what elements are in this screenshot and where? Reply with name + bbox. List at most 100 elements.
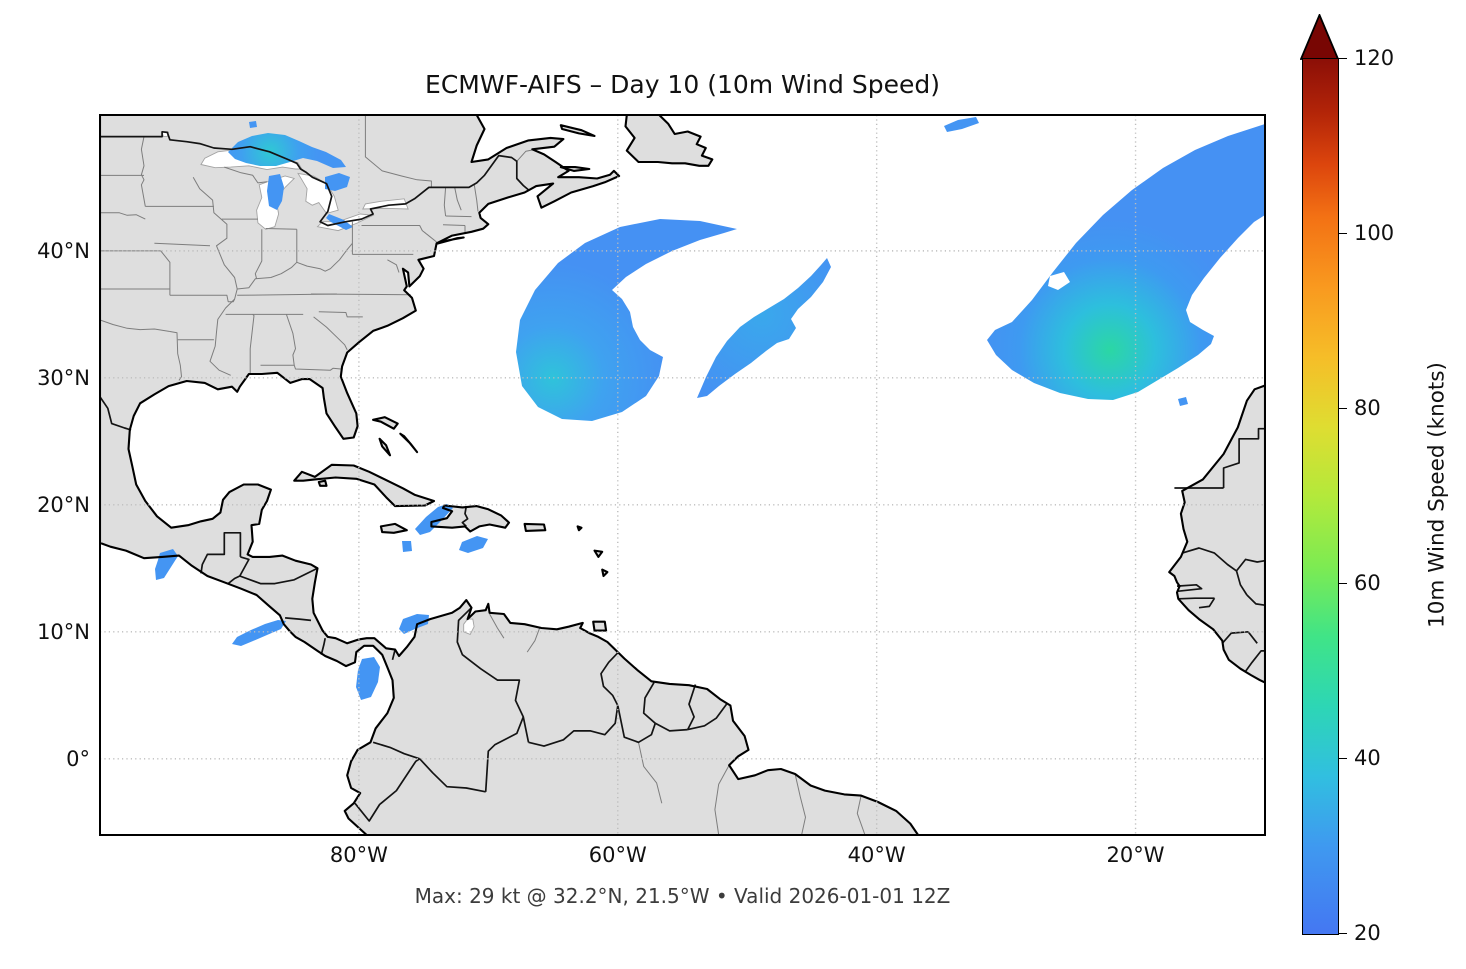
colorbar-tick-mark <box>1339 583 1347 584</box>
country-border <box>1178 597 1215 600</box>
state-border <box>313 316 348 351</box>
state-border <box>169 294 236 303</box>
state-border <box>489 613 505 639</box>
colorbar-arrow-triangle <box>1300 14 1339 60</box>
coastline <box>576 525 583 532</box>
country-border <box>687 703 728 731</box>
wind-speed-shading-papagayo <box>232 620 286 646</box>
state-border <box>254 229 263 279</box>
state-border <box>387 259 400 273</box>
state-border <box>169 331 182 381</box>
country-border <box>239 567 318 585</box>
wind-speed-shading-south-of-jamaica <box>402 541 412 552</box>
state-border <box>454 187 462 211</box>
coastline <box>592 620 608 632</box>
coastline <box>593 549 604 558</box>
country-border <box>484 716 525 792</box>
wind-speed-shading-windward-passage <box>415 504 453 535</box>
coastline <box>601 568 609 578</box>
wind-speed-shading-comma-northeast <box>987 124 1265 400</box>
state-border <box>154 242 211 247</box>
country-border <box>100 130 530 227</box>
country-border <box>600 652 619 706</box>
wind-speed-shading-superior-speck <box>249 121 257 128</box>
colorbar-tick-mark <box>1339 933 1347 934</box>
country-border <box>354 758 421 822</box>
colorbar-tick-mark <box>1339 758 1347 759</box>
coastline <box>379 522 408 534</box>
state-border <box>856 795 866 835</box>
state-border <box>442 224 466 226</box>
wind-speed-shading-band-central <box>697 258 831 398</box>
country-border <box>1222 427 1265 488</box>
state-border <box>260 364 341 371</box>
colorbar-tick-label: 60 <box>1354 571 1381 595</box>
colorbar-extend-arrow <box>1300 14 1339 60</box>
x-tick-label: 20°W <box>1106 843 1165 867</box>
x-tick-label: 40°W <box>847 843 906 867</box>
country-border <box>200 531 242 574</box>
state-border <box>526 626 541 653</box>
colorbar-tick-mark <box>1339 233 1347 234</box>
colorbar-tick-label: 120 <box>1354 46 1395 70</box>
y-tick-label: 40°N <box>37 238 90 263</box>
y-tick-label: 30°N <box>37 365 90 390</box>
state-border <box>265 228 297 230</box>
colorbar-tick-label: 40 <box>1354 746 1381 770</box>
country-border <box>1235 558 1265 572</box>
state-border <box>192 176 238 376</box>
colorbar-axis-label: 10m Wind Speed (knots) <box>1424 362 1450 628</box>
wind-speed-shading-crescent-west <box>516 219 737 421</box>
country-border <box>227 575 241 585</box>
country-border <box>461 505 469 528</box>
state-border <box>224 166 268 184</box>
land-fill <box>431 505 509 532</box>
country-border <box>1235 570 1248 596</box>
land-fill <box>100 115 919 835</box>
state-border <box>794 773 806 835</box>
country-border <box>1244 650 1265 672</box>
y-tick-label: 20°N <box>37 492 90 517</box>
country-border <box>1181 547 1237 572</box>
coastline <box>1168 384 1265 684</box>
chart-title: ECMWF-AIFS – Day 10 (10m Wind Speed) <box>425 70 940 99</box>
country-border <box>285 617 312 622</box>
country-border <box>391 649 396 661</box>
country-border <box>642 682 656 724</box>
wind-speed-shading-africa-speck <box>1178 397 1188 406</box>
wind-speed-shading-huron-south-sliver <box>326 214 353 230</box>
land-fill <box>1169 385 1265 683</box>
country-border <box>528 705 619 747</box>
wind-speed-shading-top-streak <box>944 117 979 132</box>
x-tick-label: 80°W <box>329 843 388 867</box>
land-fill <box>294 464 434 507</box>
wind-speed-shading-lake-michigan <box>267 174 284 210</box>
max-valid-caption: Max: 29 kt @ 32.2°N, 21.5°W • Valid 2026… <box>414 884 951 908</box>
map-frame <box>99 114 1266 836</box>
state-border <box>100 212 146 220</box>
state-border <box>445 215 472 218</box>
country-border <box>1176 583 1203 593</box>
colorbar-tick-label: 100 <box>1354 221 1395 245</box>
lake <box>463 618 475 635</box>
colorbar-tick-label: 80 <box>1354 396 1381 420</box>
country-border <box>419 758 486 793</box>
state-border <box>714 764 730 835</box>
coastline <box>436 236 465 245</box>
coastline <box>430 504 511 533</box>
wind-shading-hole <box>1048 272 1070 290</box>
country-border <box>654 722 688 732</box>
state-border <box>443 187 447 217</box>
state-border <box>425 233 437 243</box>
state-border <box>361 225 427 235</box>
coastline <box>559 166 591 172</box>
country-border <box>372 741 420 760</box>
state-border <box>237 293 337 296</box>
state-border <box>237 242 353 290</box>
land-fill <box>524 523 546 531</box>
country-border <box>456 607 530 743</box>
wind-speed-shading-lake-superior <box>228 133 346 168</box>
country-border <box>320 638 327 655</box>
colorbar-tick-mark <box>1339 58 1347 59</box>
